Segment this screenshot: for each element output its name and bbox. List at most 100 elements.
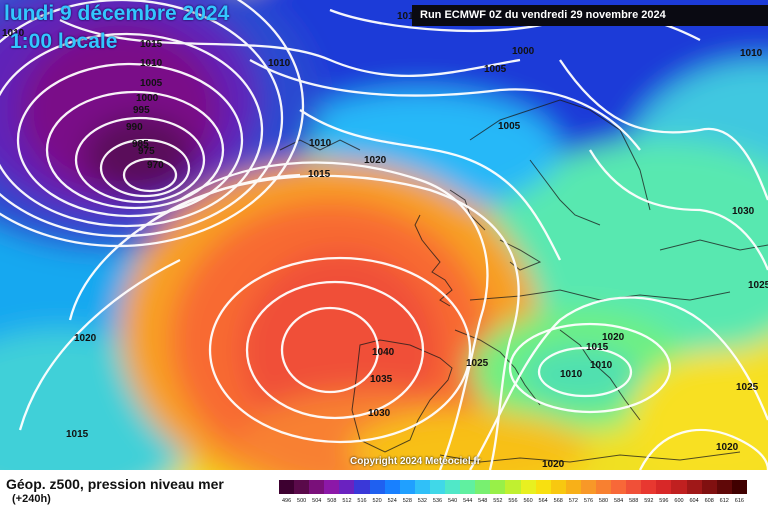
isobar-label: 1020 xyxy=(716,442,739,453)
color-scale-swatch xyxy=(611,480,627,494)
parameter-title: Géop. z500, pression niveau mer xyxy=(6,476,224,492)
isobar-label: 1040 xyxy=(372,347,395,358)
color-scale-label: 592 xyxy=(644,498,654,504)
color-scale-label: 560 xyxy=(523,498,533,504)
color-scale-label: 600 xyxy=(674,498,684,504)
isobar-label: 1015 xyxy=(308,169,331,180)
color-scale-swatch xyxy=(626,480,642,494)
isobar-label: 975 xyxy=(138,146,155,157)
color-scale-swatch xyxy=(565,480,581,494)
forecast-date: lundi 9 décembre 2024 xyxy=(4,2,230,25)
color-scale-label: 584 xyxy=(614,498,624,504)
color-scale-label: 516 xyxy=(357,498,367,504)
isobar-label: 1020 xyxy=(74,333,97,344)
color-scale-label: 508 xyxy=(327,498,337,504)
color-scale-swatch xyxy=(384,480,400,494)
isobar-label: 1005 xyxy=(498,121,521,132)
isobar-label: 1025 xyxy=(748,280,768,291)
color-scale-label: 540 xyxy=(447,498,458,504)
color-scale-swatch xyxy=(354,480,370,494)
isobar-label: 970 xyxy=(147,160,164,171)
isobar-label: 1015 xyxy=(586,342,609,353)
geopotential-field xyxy=(0,0,768,470)
color-scale-swatch xyxy=(731,480,747,494)
color-scale-swatch xyxy=(716,480,732,494)
color-scale-swatch xyxy=(520,480,536,494)
isobar-label: 1020 xyxy=(542,459,565,470)
isobar-values: 1010 1015 1010 1005 1000 995 990 985 975… xyxy=(2,11,768,470)
color-scale-swatch xyxy=(429,480,446,494)
color-scale-label: 608 xyxy=(704,498,714,504)
isobar-label: 1010 xyxy=(2,28,25,39)
color-scale xyxy=(279,480,747,494)
color-scale-label: 576 xyxy=(583,498,594,504)
color-scale-swatch xyxy=(399,480,415,494)
isobar-label: 1010 xyxy=(590,360,613,371)
model-run-label: Run ECMWF 0Z du vendredi 29 novembre 202… xyxy=(412,5,768,26)
isobar-label: 1010 xyxy=(560,369,583,380)
isobar-label: 1015 xyxy=(66,429,89,440)
isobar-label: 995 xyxy=(133,105,150,116)
isobar-label: 1010 xyxy=(140,58,163,69)
isobar-label: 1005 xyxy=(140,78,163,89)
color-scale-swatch xyxy=(701,480,717,494)
isobar-label: 1005 xyxy=(484,64,507,75)
color-scale-swatch xyxy=(686,480,702,494)
color-scale-swatch xyxy=(505,480,521,494)
isobar-label: 1015 xyxy=(140,39,163,50)
color-scale-swatch xyxy=(580,480,596,494)
color-scale-swatch xyxy=(641,480,657,494)
isobar-label: 1010 xyxy=(309,138,332,149)
copyright-text: Copyright 2024 Meteociel.fr xyxy=(350,456,481,467)
color-scale-swatch xyxy=(445,480,461,494)
color-scale-label: 596 xyxy=(659,498,669,504)
isobar-label: 1020 xyxy=(364,155,387,166)
color-scale-label: 496 xyxy=(281,498,292,504)
color-scale-label: 536 xyxy=(432,498,443,504)
isobar-label: 1010 xyxy=(397,11,420,22)
color-scale-swatch xyxy=(490,480,506,494)
color-scale-swatch xyxy=(324,480,340,494)
color-scale-label: 556 xyxy=(508,498,518,504)
color-scale-swatch xyxy=(414,480,430,494)
legend-bar: Géop. z500, pression niveau mer (+240h) … xyxy=(0,470,768,512)
color-scale-swatch xyxy=(656,480,672,494)
color-scale-label: 532 xyxy=(417,498,427,504)
color-scale-swatch xyxy=(309,480,325,494)
color-scale-label: 504 xyxy=(312,498,322,504)
isobar-label: 990 xyxy=(126,122,143,133)
color-scale-label: 616 xyxy=(734,498,744,504)
color-scale-swatch xyxy=(460,480,476,494)
color-scale-label: 564 xyxy=(538,498,548,504)
color-scale-labels: 496 500 504 508 512 516 520 524 528 532 536 540 544 5… xyxy=(279,498,747,508)
color-scale-swatch xyxy=(475,480,491,494)
color-scale-label: 568 xyxy=(553,498,563,504)
isobar-label: 1020 xyxy=(602,332,625,343)
forecast-lead-time: (+240h) xyxy=(12,493,51,505)
color-scale-label: 524 xyxy=(387,498,397,504)
color-scale-label: 612 xyxy=(719,498,729,504)
color-scale-label: 528 xyxy=(402,498,412,504)
color-scale-swatch xyxy=(550,480,566,494)
color-scale-label: 580 xyxy=(598,498,609,504)
color-scale-swatch xyxy=(369,480,385,494)
forecast-time: 1:00 locale xyxy=(10,30,118,53)
isobar-label: 985 xyxy=(132,139,149,150)
geopotential-map: 1010 1015 1010 1005 1000 995 990 985 975… xyxy=(0,0,768,470)
color-scale-swatch xyxy=(595,480,612,494)
color-scale-label: 604 xyxy=(689,498,699,504)
color-scale-swatch xyxy=(671,480,687,494)
isobar-label: 1000 xyxy=(512,46,535,57)
color-scale-label: 572 xyxy=(568,498,578,504)
color-scale-label: 520 xyxy=(372,498,382,504)
isobar-label: 1035 xyxy=(370,374,393,385)
isobar-lines xyxy=(0,0,768,470)
isobar-label: 1000 xyxy=(136,93,159,104)
isobar-label: 1010 xyxy=(268,58,291,69)
color-scale-label: 544 xyxy=(463,498,473,504)
color-scale-swatch xyxy=(535,480,551,494)
color-scale-swatch xyxy=(279,480,295,494)
isobar-label: 1010 xyxy=(740,48,763,59)
color-scale-label: 512 xyxy=(342,498,352,504)
